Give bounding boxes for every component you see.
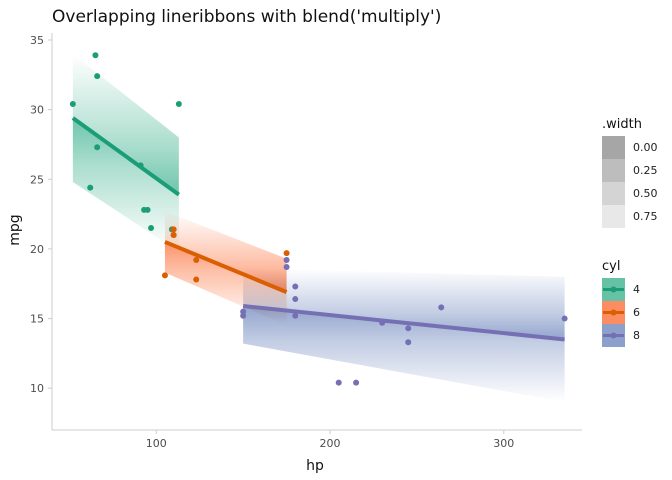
width-legend-title: .width [602, 117, 642, 132]
data-point-cyl-4 [94, 144, 101, 151]
x-tick-label: 300 [493, 437, 514, 450]
cyl-legend-point [610, 286, 617, 293]
y-tick-label: 30 [30, 104, 44, 117]
y-tick-label: 35 [30, 34, 44, 47]
plot-area [69, 52, 568, 403]
data-point-cyl-4 [92, 52, 99, 59]
axes: 100 200 300 10 15 20 25 30 35 [30, 33, 582, 450]
x-tick-label: 100 [146, 437, 167, 450]
width-legend-key [602, 136, 625, 159]
ribbon-lower-cyl-8 [243, 306, 565, 403]
data-point-cyl-6 [283, 250, 290, 257]
width-legend-label: 0.75 [633, 210, 658, 223]
data-point-cyl-8 [353, 379, 360, 386]
cyl-legend-label: 6 [633, 306, 640, 319]
data-point-cyl-4 [94, 73, 101, 80]
chart-title: Overlapping lineribbons with blend('mult… [52, 7, 441, 27]
data-point-cyl-8 [335, 379, 342, 386]
width-legend-label: 0.50 [633, 187, 658, 200]
data-point-cyl-6 [193, 257, 200, 264]
cyl-legend-label: 8 [633, 329, 640, 342]
width-legend-key [602, 182, 625, 205]
data-point-cyl-8 [283, 257, 290, 264]
cyl-legend-title: cyl [602, 259, 620, 274]
median-line-cyl-6 [164, 240, 288, 294]
width-legend-label: 0.00 [633, 141, 658, 154]
width-legend-key [602, 205, 625, 228]
data-point-cyl-8 [292, 283, 299, 290]
cyl-legend-point [610, 309, 617, 316]
data-point-cyl-8 [240, 308, 247, 315]
y-tick-label: 25 [30, 173, 44, 186]
data-point-cyl-6 [170, 231, 177, 238]
y-tick-label: 10 [30, 382, 44, 395]
cyl-legend: cyl 4 6 8 [602, 259, 640, 347]
data-point-cyl-4 [69, 101, 76, 108]
data-point-cyl-8 [292, 312, 299, 319]
ribbon-lower-cyl-4 [72, 117, 179, 252]
data-point-cyl-8 [240, 312, 247, 319]
width-legend-label: 0.25 [633, 164, 658, 177]
median-line-cyl-8 [242, 304, 565, 342]
x-axis-title: hp [306, 458, 324, 474]
median-line-cyl-4 [71, 116, 181, 197]
width-legend: .width 0.00 0.25 0.50 0.75 [602, 117, 658, 228]
y-axis-title: mpg [7, 214, 23, 245]
data-point-cyl-8 [561, 315, 568, 322]
ribbon-upper-cyl-4 [72, 53, 179, 195]
data-point-cyl-6 [161, 272, 168, 279]
data-point-cyl-8 [438, 304, 445, 311]
x-tick-label: 200 [320, 437, 341, 450]
data-point-cyl-6 [193, 276, 200, 283]
data-point-cyl-8 [405, 325, 412, 332]
y-tick-label: 20 [30, 243, 44, 256]
y-tick-label: 15 [30, 313, 44, 326]
data-point-cyl-8 [283, 264, 290, 271]
data-point-cyl-8 [405, 339, 412, 346]
data-point-cyl-6 [170, 226, 177, 233]
data-point-cyl-4 [137, 162, 144, 169]
cyl-legend-point [610, 332, 617, 339]
data-point-cyl-4 [148, 225, 155, 232]
data-point-cyl-4 [175, 101, 182, 108]
width-legend-key [602, 159, 625, 182]
ribbon-upper-cyl-8 [243, 268, 565, 340]
data-point-cyl-8 [292, 296, 299, 303]
data-point-cyl-4 [144, 206, 151, 213]
cyl-legend-label: 4 [633, 283, 640, 296]
data-point-cyl-8 [379, 319, 386, 326]
data-point-cyl-4 [87, 184, 94, 191]
